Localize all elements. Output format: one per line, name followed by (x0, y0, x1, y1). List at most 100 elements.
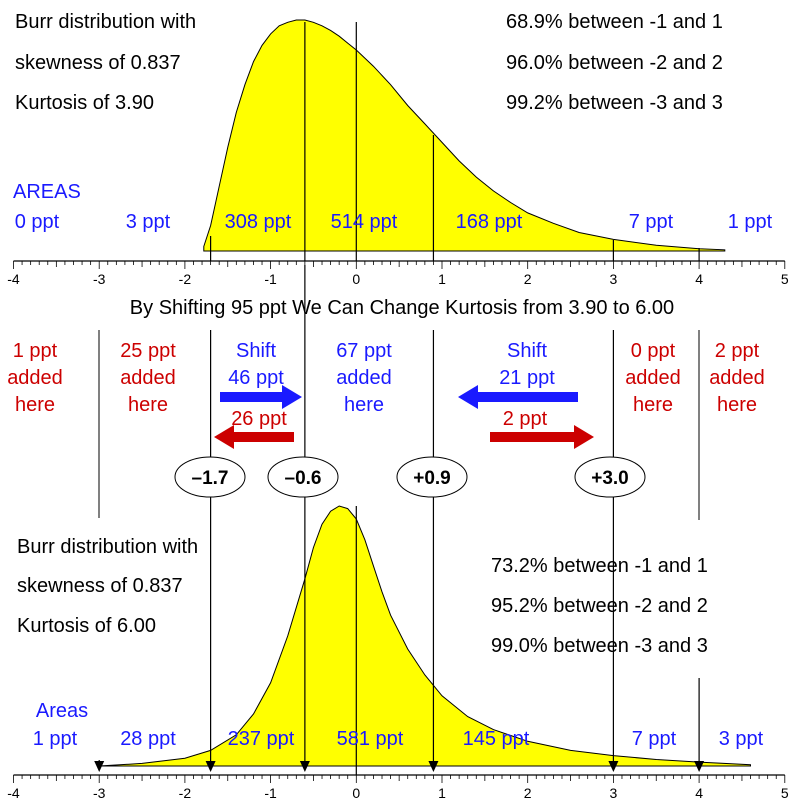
added-2-line-2: added (120, 367, 176, 389)
added-note-4: 0 ppt added here (625, 340, 681, 416)
shift-left-word: Shift (236, 340, 276, 362)
added-note-2: 25 ppt added here (120, 340, 176, 416)
top-info-line-3: Kurtosis of 3.90 (15, 92, 154, 114)
top-area-1: 0 ppt (15, 211, 60, 233)
bottom-area-5: 145 ppt (463, 728, 530, 750)
shift-heading: By Shifting 95 ppt We Can Change Kurtosi… (130, 297, 674, 319)
added-5-line-1: 2 ppt (715, 340, 760, 362)
bottom-tick-label: -2 (179, 785, 192, 801)
cut-label-pos0-9: +0.9 (396, 456, 468, 498)
middle-panel: By Shifting 95 ppt We Can Change Kurtosi… (7, 265, 765, 520)
added-1-line-3: here (15, 394, 55, 416)
top-tick-label: 0 (352, 271, 360, 287)
bottom-panel: Burr distribution with skewness of 0.837… (17, 497, 764, 775)
top-tick-label: 3 (610, 271, 618, 287)
bottom-tick-label: -3 (93, 785, 106, 801)
top-tick-label: 1 (438, 271, 446, 287)
added-1-line-1: 1 ppt (13, 340, 58, 362)
bottom-area-4: 581 ppt (337, 728, 404, 750)
top-tick-label: 5 (781, 271, 789, 287)
bottom-tick-label: -1 (264, 785, 277, 801)
top-areas-label: AREAS (13, 181, 81, 203)
added-1-line-2: added (7, 367, 63, 389)
bottom-arrowhead (94, 761, 105, 772)
top-tick-label: -3 (93, 271, 106, 287)
cut-label-neg1-7: –1.7 (174, 456, 246, 498)
cut-lines (210, 265, 615, 457)
cut-label-2: –0.6 (285, 468, 322, 489)
added-3-line-1: 67 ppt (336, 340, 392, 362)
bottom-density-curve (99, 505, 751, 767)
top-area-2: 3 ppt (126, 211, 171, 233)
bottom-pct-2: 95.2% between -2 and 2 (491, 595, 708, 617)
cut-label-1: –1.7 (192, 468, 229, 489)
added-4-line-2: added (625, 367, 681, 389)
added-4-line-1: 0 ppt (631, 340, 676, 362)
bottom-arrowhead (694, 761, 705, 772)
added-3-line-2: added (336, 367, 392, 389)
bottom-tick-label: 4 (695, 785, 703, 801)
bottom-area-1: 1 ppt (33, 728, 78, 750)
bottom-pct-1: 73.2% between -1 and 1 (491, 555, 708, 577)
bottom-area-6: 7 ppt (632, 728, 677, 750)
top-pct-2: 96.0% between -2 and 2 (506, 52, 723, 74)
bottom-dividers (94, 497, 705, 775)
shift-right-word: Shift (507, 340, 547, 362)
top-area-5: 168 ppt (456, 211, 523, 233)
bottom-arrowhead (428, 761, 439, 772)
bottom-tick-label: 3 (610, 785, 618, 801)
shift-left-blue-amount: 46 ppt (228, 367, 284, 389)
shift-left-red-amount: 26 ppt (231, 408, 287, 430)
bottom-tick-label: 0 (352, 785, 360, 801)
bottom-tick-label: -4 (7, 785, 20, 801)
shift-right-blue-amount: 21 ppt (499, 367, 555, 389)
top-tick-label: 4 (695, 271, 703, 287)
top-area-7: 1 ppt (728, 211, 773, 233)
added-2-line-1: 25 ppt (120, 340, 176, 362)
cut-label-pos3-0: +3.0 (574, 456, 646, 498)
shift-right-red-arrow (490, 425, 594, 449)
added-note-5: 2 ppt added here (709, 340, 765, 416)
top-tick-label: -1 (264, 271, 277, 287)
bottom-area-7: 3 ppt (719, 728, 764, 750)
shift-right-red-amount: 2 ppt (503, 408, 548, 430)
added-note-1: 1 ppt added here (7, 340, 63, 416)
top-info-line-2: skewness of 0.837 (15, 52, 181, 74)
top-tick-label: 2 (524, 271, 532, 287)
top-area-4: 514 ppt (331, 211, 398, 233)
top-x-axis: -4 -3 -2 -1 0 1 2 3 4 5 (7, 260, 789, 287)
bottom-info-line-1: Burr distribution with (17, 536, 198, 558)
shift-left-blue-arrow (220, 385, 302, 409)
top-panel: Burr distribution with skewness of 0.837… (13, 11, 773, 261)
bottom-info-line-2: skewness of 0.837 (17, 575, 183, 597)
added-4-line-3: here (633, 394, 673, 416)
added-5-line-3: here (717, 394, 757, 416)
bottom-pct-3: 99.0% between -3 and 3 (491, 635, 708, 657)
cut-label-4: +3.0 (591, 468, 629, 489)
added-2-line-3: here (128, 394, 168, 416)
top-tick-label: -4 (7, 271, 20, 287)
bottom-arrowhead (608, 761, 619, 772)
bottom-area-3: 237 ppt (228, 728, 295, 750)
added-3-line-3: here (344, 394, 384, 416)
added-5-line-2: added (709, 367, 765, 389)
bottom-areas-label: Areas (36, 700, 88, 722)
bottom-area-2: 28 ppt (120, 728, 176, 750)
bottom-arrowhead (299, 761, 310, 772)
bottom-info-line-3: Kurtosis of 6.00 (17, 615, 156, 637)
top-tick-label: -2 (179, 271, 192, 287)
bottom-tick-label: 5 (781, 785, 789, 801)
shift-right-blue-arrow (458, 385, 578, 409)
top-dividers (210, 22, 700, 261)
bottom-tick-label: 2 (524, 785, 532, 801)
top-info-line-1: Burr distribution with (15, 11, 196, 33)
bottom-tick-label: 1 (438, 785, 446, 801)
added-note-3: 67 ppt added here (336, 340, 392, 416)
cut-label-neg0-6: –0.6 (267, 456, 339, 498)
bottom-arrowhead (205, 761, 216, 772)
shift-left-red-arrow (214, 425, 294, 449)
top-pct-1: 68.9% between -1 and 1 (506, 11, 723, 33)
top-density-curve (203, 19, 726, 252)
top-pct-3: 99.2% between -3 and 3 (506, 92, 723, 114)
